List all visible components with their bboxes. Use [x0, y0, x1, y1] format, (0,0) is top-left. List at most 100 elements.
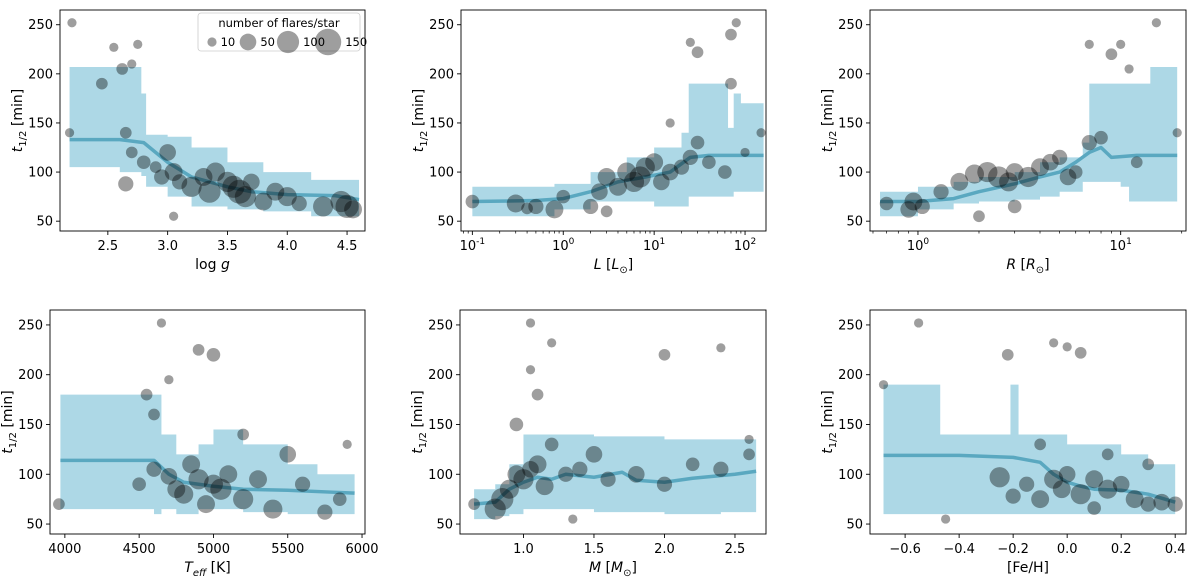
data-point: [96, 77, 108, 90]
data-point: [234, 186, 257, 208]
x-axis-label: [Fe/H]: [1007, 560, 1049, 576]
data-point: [227, 179, 252, 204]
data-point: [1087, 501, 1101, 515]
data-point: [665, 118, 675, 128]
data-point: [572, 461, 588, 477]
data-point: [547, 338, 557, 348]
x-tick-label: 2.5: [97, 239, 118, 254]
data-point: [1034, 438, 1047, 451]
data-point: [1101, 448, 1114, 461]
x-tick-label: 0.4: [1165, 542, 1186, 557]
data-point: [1049, 338, 1059, 348]
data-point: [656, 476, 673, 492]
y-tick-label: 150: [428, 418, 453, 433]
data-point: [545, 200, 564, 219]
data-point: [222, 175, 245, 198]
data-point: [169, 211, 179, 221]
y-axis-label: t1/2 [min]: [410, 390, 429, 453]
axes-frame: [460, 9, 767, 232]
data-point: [125, 146, 138, 159]
data-point: [266, 182, 285, 201]
data-point: [1005, 488, 1021, 504]
panel-mass: 50 100 150 200 250 1.0 1.5 2.0 2.5 M [M⊙] t1/2 [mi…: [410, 309, 767, 579]
data-point: [691, 46, 704, 59]
panel-logg: 50 100 150 200 250 2.5 3.0 3.5 4.0 4.5 log g t1/2 […: [10, 9, 367, 273]
data-point: [192, 343, 205, 356]
data-point: [197, 495, 215, 514]
y-tick-label: 200: [838, 67, 863, 82]
x-tick-label: 4.0: [277, 239, 298, 254]
data-point: [219, 465, 238, 484]
x-tick-label: 1.5: [584, 542, 605, 557]
data-point: [658, 348, 671, 361]
data-point: [1031, 158, 1049, 177]
data-point: [914, 318, 924, 328]
data-point: [528, 455, 547, 474]
data-point: [1125, 490, 1144, 509]
y-tick-label: 100: [18, 468, 43, 483]
y-tick-label: 50: [437, 215, 454, 230]
data-point: [181, 176, 202, 197]
median-line: [883, 453, 1176, 504]
data-point: [491, 488, 514, 511]
x-tick-label: 100: [552, 237, 575, 254]
data-point: [725, 77, 737, 90]
data-point: [900, 201, 917, 218]
data-point: [1044, 469, 1064, 489]
legend-marker: [314, 28, 342, 56]
data-point: [535, 477, 554, 496]
data-point: [335, 194, 359, 219]
x-tick-label: 2.0: [654, 542, 675, 557]
data-point: [740, 147, 750, 158]
x-tick-label: 100: [907, 237, 930, 254]
data-point: [682, 149, 698, 165]
data-point: [731, 18, 741, 28]
x-tick-label: 101: [1110, 237, 1132, 254]
data-point: [243, 173, 260, 191]
data-point: [127, 59, 137, 69]
data-point: [623, 171, 645, 192]
data-point: [568, 514, 578, 524]
data-point: [933, 184, 949, 200]
y-tick-label: 50: [846, 518, 863, 533]
x-tick-label: 3.0: [157, 239, 178, 254]
y-tick-label: 250: [428, 318, 453, 333]
legend-marker: [207, 37, 217, 47]
data-point: [109, 42, 119, 52]
data-point: [1130, 156, 1143, 169]
data-point: [136, 155, 151, 170]
data-point: [64, 128, 75, 138]
data-point: [53, 498, 65, 510]
panel-feh: 50 100 150 200 250 −0.6 −0.4 −0.2 0.0 0.2 0.4 [Fe/H…: [820, 309, 1187, 576]
data-point: [627, 465, 645, 483]
data-point: [210, 478, 232, 500]
uncertainty-band: [69, 66, 360, 217]
data-point: [344, 200, 362, 219]
data-point: [263, 499, 283, 519]
data-point: [156, 318, 167, 328]
data-point: [690, 135, 705, 150]
data-point: [342, 439, 352, 450]
data-point: [525, 318, 536, 328]
data-point: [509, 417, 524, 432]
data-point: [988, 166, 1010, 188]
data-point: [291, 195, 307, 212]
x-tick-label: 102: [734, 237, 756, 254]
data-point: [558, 466, 574, 482]
data-point: [279, 446, 297, 463]
data-point: [1052, 480, 1071, 499]
x-tick-label: −0.2: [997, 542, 1029, 557]
y-tick-label: 150: [28, 116, 53, 131]
data-point: [160, 467, 178, 485]
data-point: [941, 514, 951, 524]
data-point: [1074, 346, 1087, 359]
data-point: [194, 168, 213, 186]
data-point: [914, 198, 930, 215]
data-point: [904, 192, 923, 211]
data-point: [217, 171, 238, 192]
y-tick-label: 200: [428, 368, 453, 383]
y-tick-label: 200: [838, 368, 863, 383]
y-tick-label: 100: [28, 166, 53, 181]
data-point: [716, 343, 726, 353]
data-point: [67, 18, 77, 28]
